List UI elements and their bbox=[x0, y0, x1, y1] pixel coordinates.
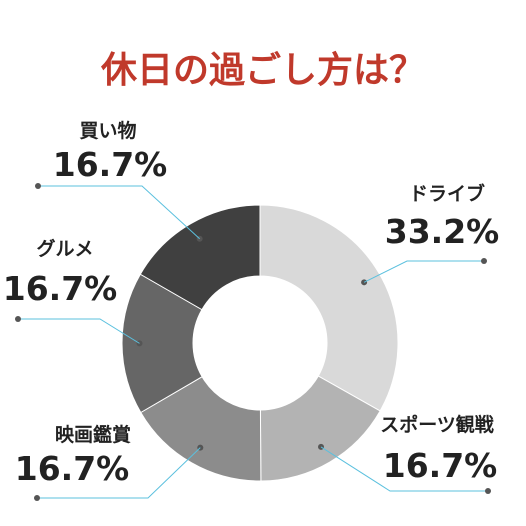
leader-end-dot-2 bbox=[485, 488, 491, 494]
category-label-4: グルメ bbox=[36, 237, 93, 260]
leader-line-4 bbox=[18, 318, 140, 344]
leader-end-dot-3 bbox=[34, 495, 40, 501]
leader-line-5 bbox=[38, 185, 200, 240]
leader-line-2 bbox=[320, 446, 488, 492]
value-label-5: 16.7% bbox=[53, 145, 168, 184]
category-label-5: 買い物 bbox=[79, 119, 136, 142]
leader-end-dot-4 bbox=[15, 316, 21, 322]
slice-5 bbox=[139, 204, 261, 311]
leader-lines-group bbox=[15, 183, 491, 501]
value-label-1: 33.2% bbox=[385, 212, 500, 251]
leader-line-3 bbox=[37, 447, 201, 499]
leader-end-dot-1 bbox=[481, 258, 487, 264]
labels-group: ドライブ 33.2% スポーツ観戦 16.7% 映画鑑賞 16.7% グルメ 16.7% 買い物… bbox=[3, 119, 500, 488]
category-label-2: スポーツ観戦 bbox=[380, 413, 494, 436]
category-label-3: 映画鑑賞 bbox=[55, 423, 131, 446]
value-label-3: 16.7% bbox=[15, 449, 130, 488]
slice-1 bbox=[259, 204, 399, 412]
chart-title: 休日の過ごし方は？ bbox=[100, 50, 425, 91]
leader-line-1 bbox=[363, 260, 484, 283]
leader-end-dot-5 bbox=[35, 183, 41, 189]
value-label-4: 16.7% bbox=[3, 269, 118, 308]
category-label-1: ドライブ bbox=[409, 182, 485, 205]
value-label-2: 16.7% bbox=[383, 446, 498, 485]
leader-start-dot-2 bbox=[318, 443, 325, 450]
slices-group bbox=[121, 204, 399, 482]
